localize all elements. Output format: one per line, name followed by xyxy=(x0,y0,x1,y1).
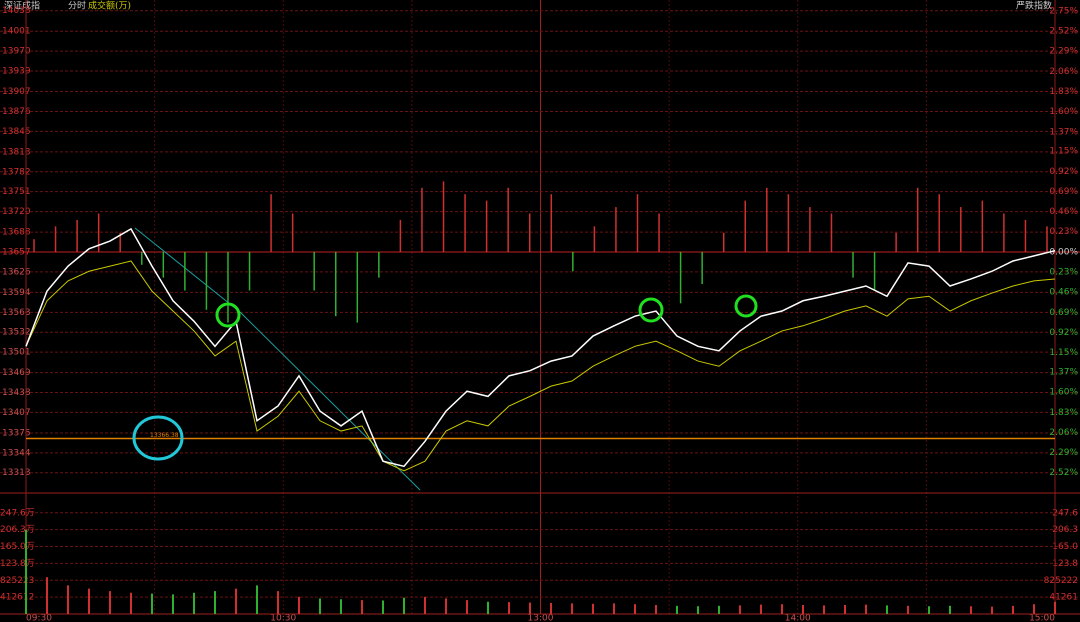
y-tick-label: 13407 xyxy=(2,408,31,418)
y2-tick-label: 0.23% xyxy=(1049,268,1078,278)
volume-tick-label: 412612 xyxy=(0,593,34,603)
y-tick-label: 13813 xyxy=(2,147,31,157)
y-tick-label: 13970 xyxy=(2,47,31,57)
y-tick-label: 14033 xyxy=(2,6,31,16)
y-tick-label: 13845 xyxy=(2,127,31,137)
volume-right-tick-label: 123.8 xyxy=(1052,559,1078,569)
volume-tick-label: 247.6万 xyxy=(0,508,35,518)
highlight-circle xyxy=(734,294,758,318)
y-tick-label: 13626 xyxy=(2,267,31,277)
y2-tick-label: 1.37% xyxy=(1049,127,1078,137)
average-line xyxy=(25,260,1056,472)
trend-line xyxy=(134,227,241,313)
y2-tick-label: 1.37% xyxy=(1049,367,1078,377)
y2-tick-label: 1.60% xyxy=(1049,107,1078,117)
y2-tick-label: 1.83% xyxy=(1049,87,1078,97)
y-tick-label: 13469 xyxy=(2,368,31,378)
plot: 13366.38 xyxy=(25,181,1056,614)
volume-tick-label: 206.3万 xyxy=(0,525,35,535)
volume-tick-label: 825223 xyxy=(0,576,34,586)
y2-tick-label: 1.83% xyxy=(1049,408,1078,418)
y2-tick-label: 2.29% xyxy=(1049,448,1078,458)
x-tick-label: 10:30 xyxy=(270,614,296,622)
y2-tick-label: 0.46% xyxy=(1049,288,1078,298)
y2-tick-label: 1.60% xyxy=(1049,388,1078,398)
highlight-circle xyxy=(638,297,664,323)
y2-tick-label: 0.69% xyxy=(1049,308,1078,318)
index-title: 深证成指 xyxy=(4,0,40,12)
y-tick-label: 13782 xyxy=(2,167,31,177)
y-tick-label: 13501 xyxy=(2,348,31,358)
y2-tick-label: 2.06% xyxy=(1049,67,1078,77)
y-tick-label: 13594 xyxy=(2,288,31,298)
x-tick-label: 13:00 xyxy=(528,614,554,622)
y-tick-label: 13438 xyxy=(2,388,31,398)
y2-tick-label: 2.52% xyxy=(1049,27,1078,37)
mode-label: 分时 xyxy=(68,0,86,12)
highlight-circle xyxy=(215,302,241,328)
y2-tick-label: 2.06% xyxy=(1049,428,1078,438)
volume-right-tick-label: 41261 xyxy=(1049,593,1078,603)
y-tick-label: 13751 xyxy=(2,187,31,197)
y-tick-label: 13907 xyxy=(2,87,31,97)
volume-tick-label: 123.8万 xyxy=(0,559,35,569)
volume-right-tick-label: 206.3 xyxy=(1052,525,1078,535)
y-tick-label: 13939 xyxy=(2,67,31,77)
y-tick-label: 13876 xyxy=(2,107,31,117)
y-tick-label: 14001 xyxy=(2,27,31,37)
y-tick-label: 13344 xyxy=(2,448,31,458)
y-tick-label: 13720 xyxy=(2,207,31,217)
volume-title: 成交额(万) xyxy=(88,0,131,12)
y-tick-label: 13532 xyxy=(2,328,31,338)
volume-right-tick-label: 165.0 xyxy=(1052,542,1078,552)
reference-label: 13366.38 xyxy=(150,432,179,439)
y2-tick-label: 1.15% xyxy=(1049,147,1078,157)
y-tick-label: 13563 xyxy=(2,308,31,318)
y2-tick-label: 2.75% xyxy=(1049,6,1078,16)
y2-tick-label: 1.15% xyxy=(1049,348,1078,358)
y2-tick-label: 0.46% xyxy=(1049,207,1078,217)
y2-tick-label: 0.69% xyxy=(1049,187,1078,197)
y-tick-label: 13657 xyxy=(2,247,31,257)
trend-line xyxy=(239,311,421,491)
y-tick-label: 13313 xyxy=(2,468,31,478)
y2-tick-label: 0.92% xyxy=(1049,167,1078,177)
x-tick-label: 14:00 xyxy=(785,614,811,622)
y2-tick-label: 2.52% xyxy=(1049,468,1078,478)
x-tick-label: 09:30 xyxy=(26,614,52,622)
y2-tick-label: 0.00% xyxy=(1049,247,1078,257)
price-line xyxy=(25,227,1056,468)
highlight-circle xyxy=(132,415,184,461)
y-tick-label: 13375 xyxy=(2,428,31,438)
volume-right-tick-label: 247.6 xyxy=(1052,508,1078,518)
x-tick-label: 15:00 xyxy=(1029,614,1055,622)
y2-tick-label: 2.29% xyxy=(1049,47,1078,57)
volume-right-tick-label: 825222 xyxy=(1044,576,1078,586)
y2-tick-label: 0.23% xyxy=(1049,227,1078,237)
index-label: 严跌指数 xyxy=(1016,0,1052,12)
volume-tick-label: 165.0万 xyxy=(0,542,35,552)
y-tick-label: 13688 xyxy=(2,228,31,238)
y2-tick-label: 0.92% xyxy=(1049,328,1078,338)
